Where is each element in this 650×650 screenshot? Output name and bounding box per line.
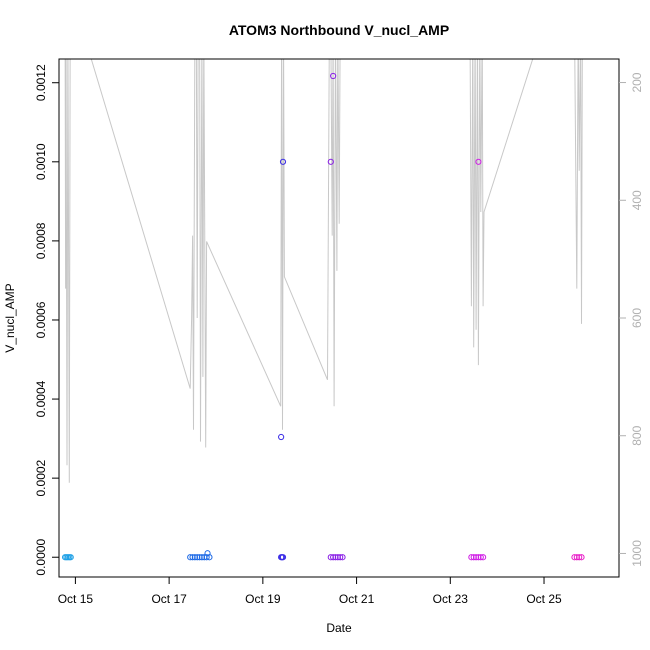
y-tick-label: 0.0000 — [34, 539, 48, 576]
plot-area — [61, 59, 585, 561]
data-point — [480, 554, 487, 561]
y-axis: 0.0000 0.0002 0.0004 0.0006 0.0008 0.0010 0.00… — [34, 64, 59, 576]
x-tick-label: Oct 21 — [339, 592, 375, 606]
right-y-tick-label: 600 — [630, 308, 644, 328]
data-point — [339, 554, 346, 561]
data-point — [327, 554, 334, 561]
y-axis-label: V_nucl_AMP — [3, 283, 17, 352]
data-point — [571, 554, 578, 561]
data-point — [334, 554, 341, 561]
data-point — [198, 554, 206, 561]
data-point — [470, 554, 477, 561]
data-point — [330, 72, 337, 80]
y-tick-label: 0.0004 — [34, 380, 48, 417]
y-tick-label: 0.0008 — [34, 222, 48, 259]
right-y-axis: 200 400 600 800 1000 — [619, 72, 644, 567]
data-point — [278, 433, 285, 441]
x-tick-label: Oct 15 — [58, 592, 94, 606]
x-axis: Oct 15 Oct 17 Oct 19 Oct 21 Oct 23 Oct 25 — [58, 576, 562, 606]
y-tick-label: 0.0010 — [34, 143, 48, 180]
chart-title: ATOM3 Northbound V_nucl_AMP — [229, 22, 449, 38]
data-point — [194, 554, 201, 561]
data-point — [472, 554, 480, 561]
right-y-tick-label: 800 — [630, 425, 644, 445]
data-point — [187, 554, 194, 561]
data-point — [191, 554, 198, 561]
right-y-tick-label: 200 — [630, 72, 644, 92]
data-point — [327, 158, 334, 165]
data-point — [279, 158, 287, 165]
data-point — [203, 554, 210, 561]
line-series — [64, 59, 583, 483]
x-tick-label: Oct 25 — [526, 592, 562, 606]
data-point — [189, 554, 196, 561]
data-point — [578, 554, 585, 561]
data-point — [204, 550, 211, 557]
x-tick-label: Oct 19 — [245, 592, 281, 606]
data-point — [330, 554, 337, 561]
data-point — [573, 554, 580, 561]
y-tick-label: 0.0006 — [34, 301, 48, 338]
x-tick-label: Oct 17 — [151, 592, 187, 606]
right-y-tick-label: 1000 — [630, 540, 644, 567]
line-series-layer — [64, 59, 583, 483]
data-point — [576, 554, 583, 561]
x-axis-label: Date — [326, 621, 352, 635]
data-point — [279, 554, 287, 561]
right-y-tick-label: 400 — [630, 190, 644, 210]
data-point — [196, 554, 203, 561]
data-point — [475, 554, 482, 561]
x-tick-label: Oct 23 — [433, 592, 469, 606]
data-point — [332, 554, 339, 561]
data-point — [468, 554, 475, 561]
data-point — [475, 158, 482, 165]
scatter-points-layer — [61, 72, 585, 561]
data-point — [477, 554, 484, 561]
data-point — [337, 554, 344, 561]
y-tick-label: 0.0002 — [34, 459, 48, 496]
data-point — [67, 554, 74, 561]
y-tick-label: 0.0012 — [34, 64, 48, 101]
